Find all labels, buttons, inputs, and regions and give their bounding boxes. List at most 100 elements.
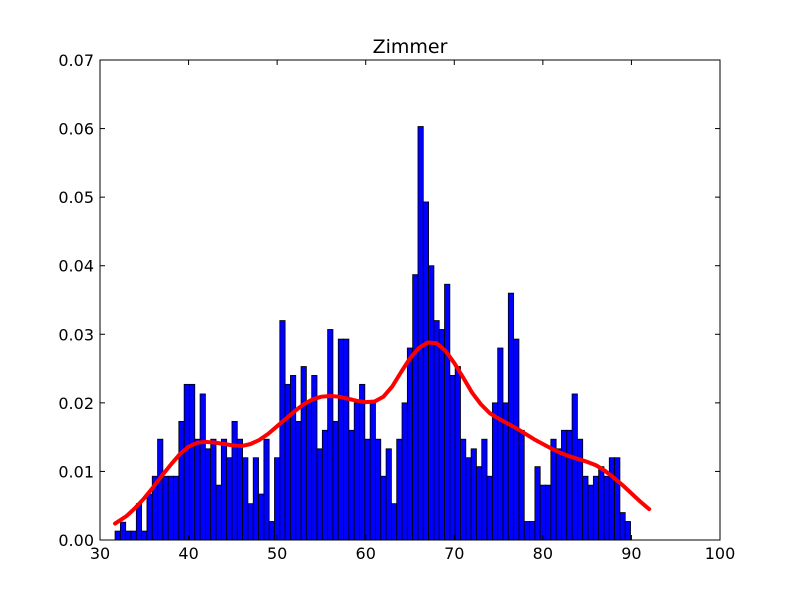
histogram-bar [364, 438, 371, 541]
histogram-bar [433, 320, 440, 541]
histogram-bar [571, 393, 578, 541]
histogram-bar [598, 466, 605, 541]
histogram-bar [507, 292, 515, 541]
y-tick-label: 0.01 [58, 462, 94, 481]
x-axis: 30 40 50 60 70 80 90 100 [90, 60, 735, 563]
histogram-bar [481, 438, 488, 541]
histogram-bar [231, 420, 238, 541]
histogram-bar [550, 438, 557, 541]
y-tick-label: 0.00 [58, 531, 94, 550]
histogram-bar [130, 530, 137, 541]
histogram-bar [183, 383, 190, 541]
histogram-bar [545, 484, 552, 541]
histogram-bar [119, 521, 127, 541]
histogram-bar [337, 338, 344, 541]
histogram-bar [587, 484, 594, 541]
histogram-bar [460, 438, 467, 541]
histogram-bar [486, 475, 493, 541]
histogram-bar [582, 475, 589, 541]
histogram-bar [396, 438, 403, 541]
histogram-bar [614, 457, 621, 541]
y-axis: 0.00 0.01 0.02 0.03 0.04 0.05 0.06 0.07 [58, 51, 720, 550]
histogram-bar [529, 521, 536, 541]
histogram-bar [577, 438, 584, 541]
histogram-bar [497, 347, 504, 541]
histogram-bar [157, 438, 164, 541]
histogram-bar [454, 366, 461, 541]
histogram-bar [114, 530, 121, 541]
histogram-bar [444, 283, 451, 541]
histogram-bar [348, 429, 355, 541]
histogram-bar [321, 429, 329, 541]
histogram-bar [284, 383, 291, 541]
y-tick-label: 0.04 [58, 257, 94, 276]
plot-frame [99, 59, 721, 541]
histogram-bar [263, 438, 270, 541]
density-curve [113, 340, 652, 526]
histogram-bar [603, 475, 610, 541]
histogram-bar [258, 493, 265, 541]
y-tick-label: 0.06 [58, 120, 94, 139]
histogram-bar [369, 402, 376, 541]
histogram-bar [359, 383, 366, 541]
y-tick-label: 0.05 [58, 188, 94, 207]
histogram-bar [199, 393, 206, 541]
histogram-bar [178, 420, 185, 541]
histogram-bar [167, 475, 174, 541]
histogram-bar [624, 521, 631, 541]
histogram-bar [252, 457, 259, 541]
histogram-bar [210, 438, 217, 541]
histogram-bar [619, 512, 626, 541]
histogram-bar [438, 329, 445, 541]
x-tick-label: 60 [356, 544, 376, 563]
histogram-bar [476, 466, 483, 541]
histogram-bar [555, 448, 562, 541]
histogram-bar [274, 457, 281, 541]
histogram-bar [242, 457, 249, 541]
x-tick-label: 50 [267, 544, 287, 563]
histogram-bar [417, 126, 424, 541]
histogram-bar [491, 402, 499, 541]
y-tick-label: 0.03 [58, 325, 94, 344]
histogram-bar [327, 329, 334, 541]
histogram-bar [470, 448, 477, 541]
histogram-bar [343, 338, 350, 541]
histogram-bar [146, 493, 153, 541]
histogram-bar [141, 530, 148, 541]
histogram-bar [332, 420, 339, 541]
histogram-bar [566, 429, 573, 541]
x-tick-label: 30 [90, 544, 110, 563]
histogram-bar [305, 402, 313, 541]
histogram-bar [162, 475, 169, 541]
histogram-bar [173, 475, 180, 541]
y-tick-label: 0.02 [58, 394, 94, 413]
histogram-bar [518, 429, 525, 541]
histogram-bar [401, 402, 408, 541]
histogram-bar [465, 457, 472, 541]
histogram-bar [279, 320, 286, 541]
x-tick-label: 80 [533, 544, 553, 563]
histogram-bar [316, 448, 323, 541]
histogram-bar [561, 429, 568, 541]
histogram-bar [236, 438, 244, 541]
histogram-bar [422, 201, 429, 541]
histogram-bar [390, 503, 398, 541]
histogram-bar [539, 484, 546, 541]
histogram-bar [189, 383, 196, 541]
histogram-bar [406, 347, 414, 541]
histogram-bar [385, 448, 392, 541]
histogram-bar [204, 448, 212, 541]
histogram-bar [215, 484, 222, 541]
x-tick-label: 40 [178, 544, 198, 563]
histogram-bar [412, 274, 419, 541]
x-tick-label: 90 [621, 544, 641, 563]
histogram-bar [247, 503, 254, 541]
x-tick-label: 100 [705, 544, 736, 563]
histogram-bar [513, 338, 520, 541]
histogram-bar [375, 438, 382, 541]
histogram-bar [523, 521, 530, 541]
histogram-bar [220, 438, 228, 541]
histogram-bar [295, 420, 302, 541]
histogram-bar [135, 503, 143, 541]
